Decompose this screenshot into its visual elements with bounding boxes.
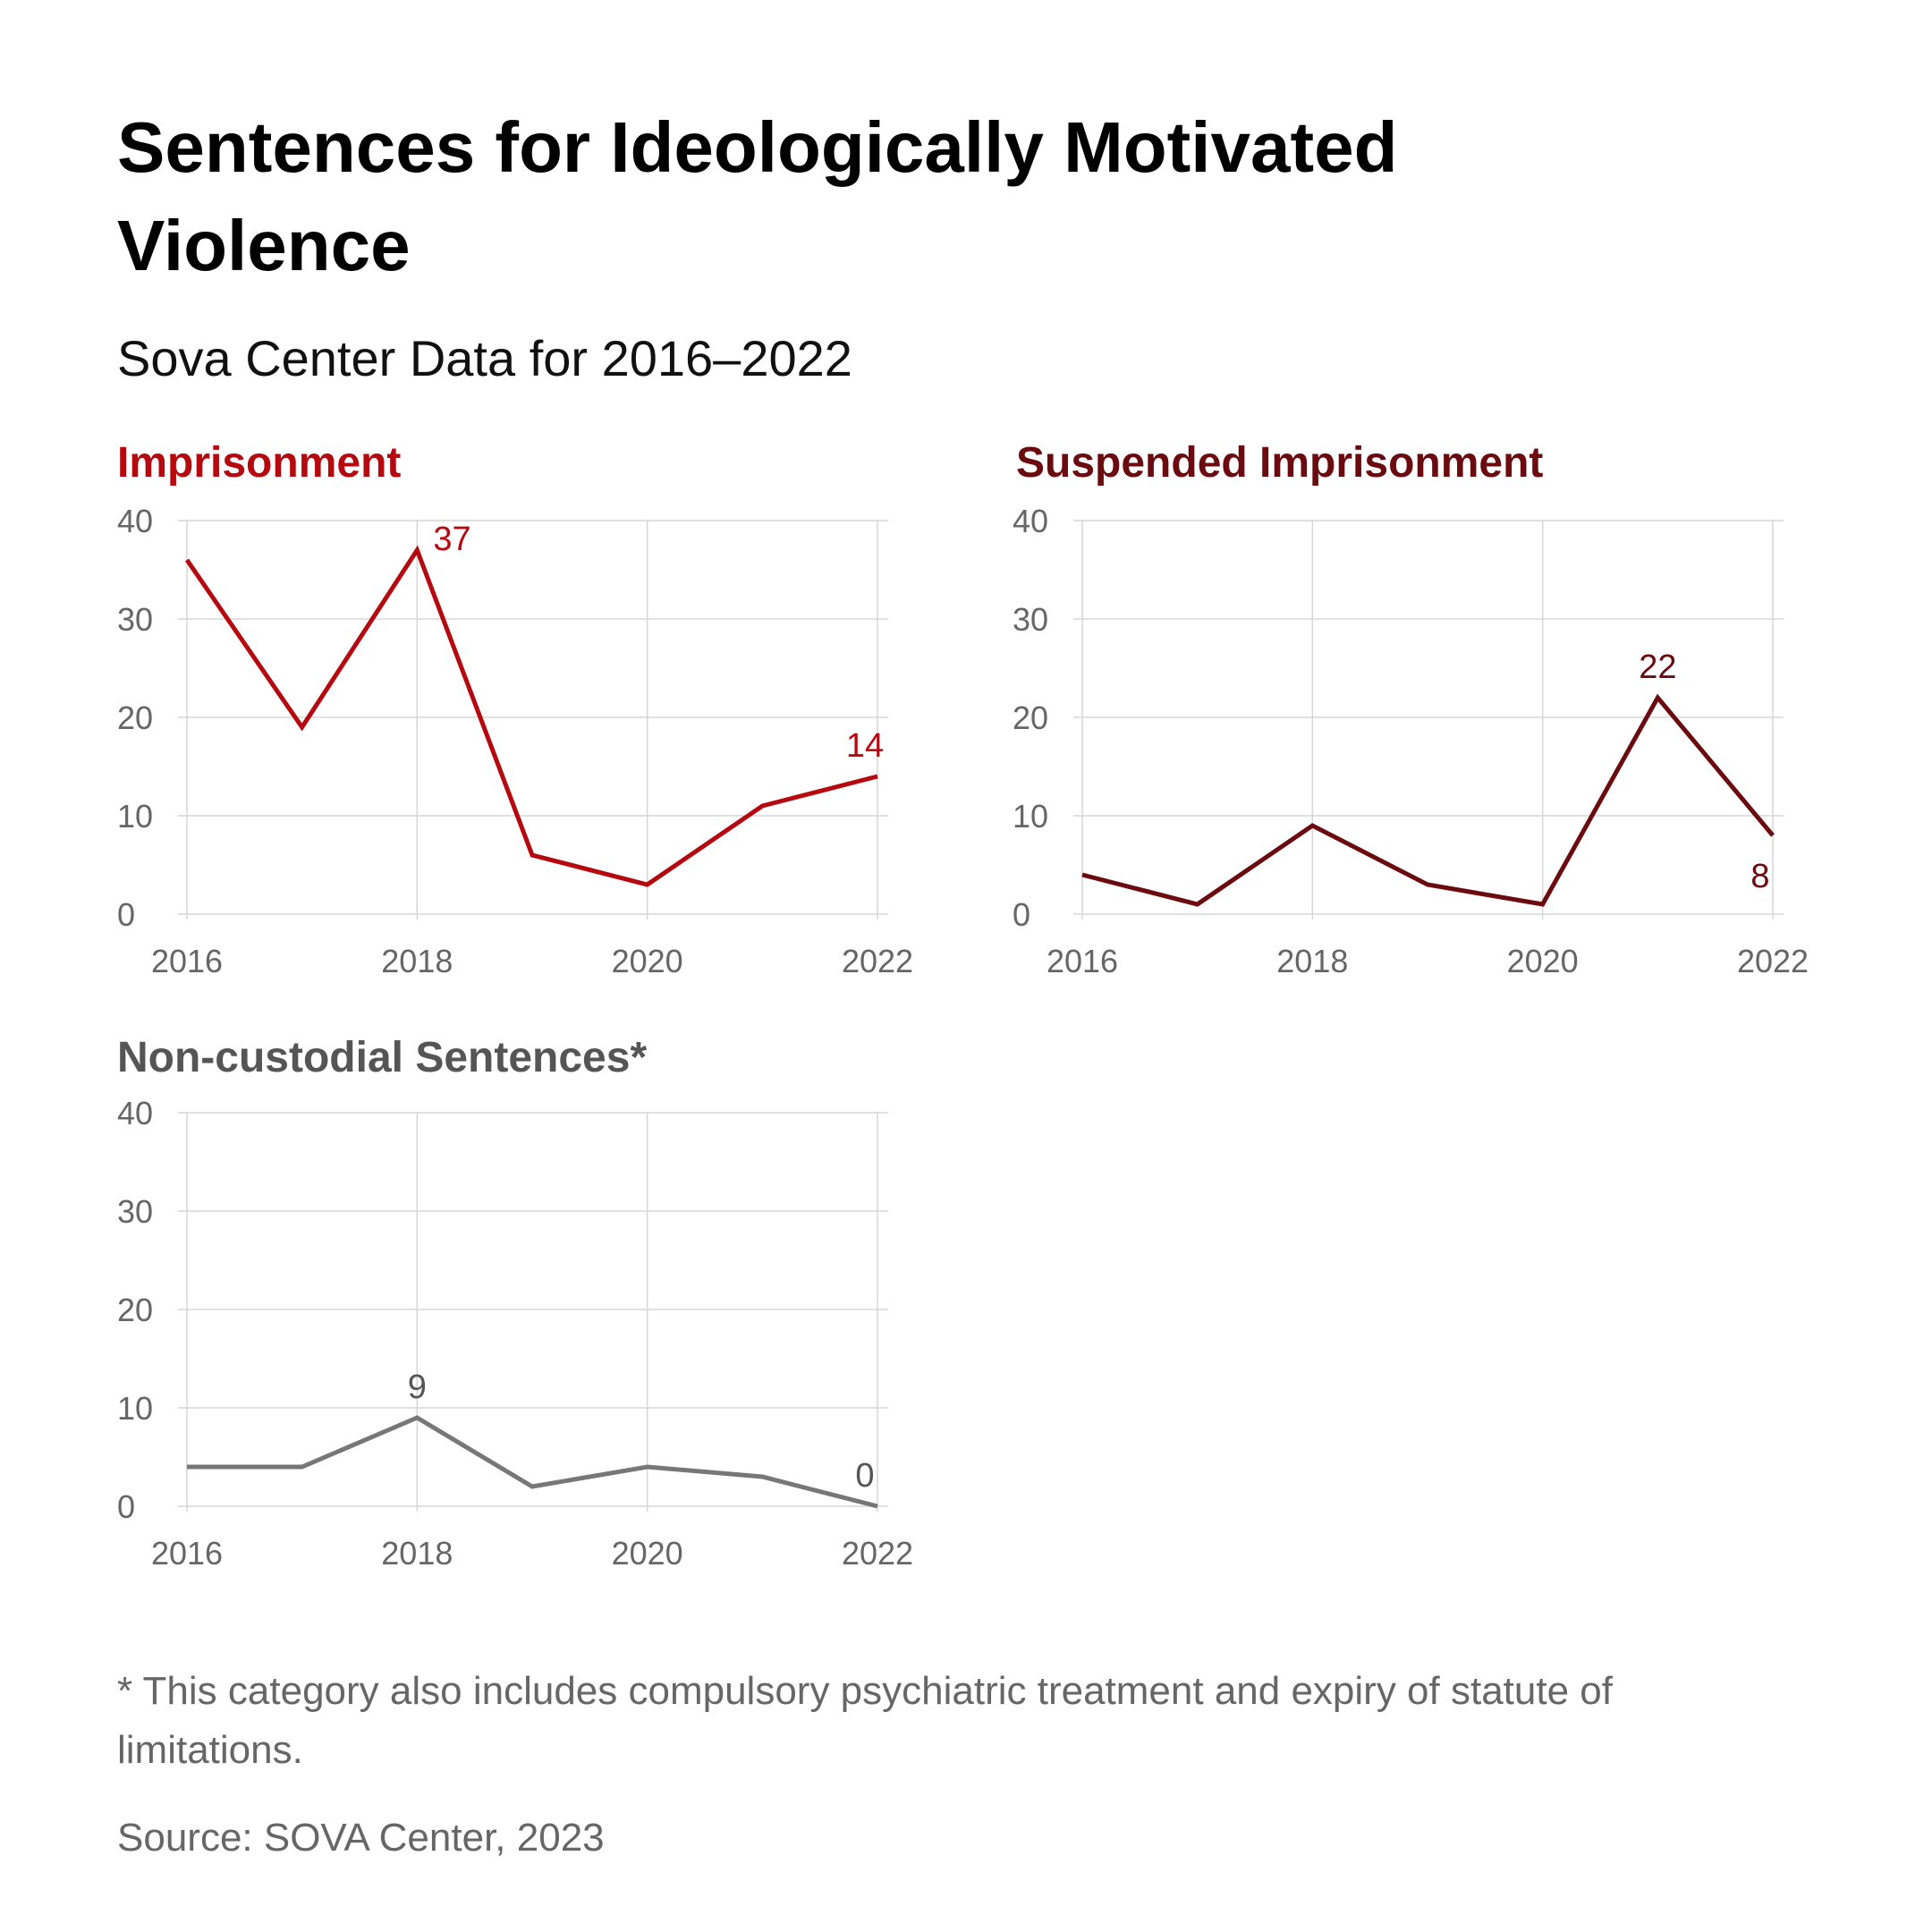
- x-tick-label: 2018: [1276, 943, 1348, 979]
- footnote: * This category also includes compulsory…: [117, 1669, 1613, 1772]
- y-tick-label: 10: [117, 798, 153, 835]
- y-tick-label: 10: [1013, 798, 1048, 835]
- y-tick-label: 40: [1013, 503, 1048, 539]
- x-tick-label: 2016: [151, 943, 223, 979]
- y-tick-label: 40: [117, 1095, 153, 1131]
- x-tick-label: 2020: [612, 943, 683, 979]
- y-tick-label: 30: [117, 601, 153, 638]
- chart-title: Sentences for Ideologically Motivated Vi…: [117, 107, 1398, 285]
- y-tick-label: 20: [117, 1292, 153, 1328]
- x-tick-label: 2020: [1507, 943, 1579, 979]
- y-tick-label: 10: [117, 1390, 153, 1427]
- chart-panel-2: 0 10 20 30 40 2016 2018 2020 2022 9 0: [117, 1095, 913, 1572]
- data-label: 14: [846, 727, 884, 765]
- data-label: 8: [1750, 858, 1769, 895]
- source-note: Source: SOVA Center, 2023: [117, 1816, 605, 1860]
- y-tick-label: 0: [117, 896, 135, 933]
- x-tick-label: 2022: [842, 1535, 913, 1572]
- panel-title-suspended-imprisonment: Suspended Imprisonment: [1016, 439, 1544, 487]
- y-tick-label: 30: [1013, 601, 1048, 638]
- data-label: 37: [433, 521, 470, 558]
- y-tick-label: 0: [117, 1488, 135, 1525]
- series-line: [184, 545, 878, 887]
- panel-title-imprisonment: Imprisonment: [117, 439, 402, 487]
- y-tick-label: 20: [117, 699, 153, 736]
- x-tick-label: 2022: [1737, 943, 1809, 979]
- chart-panel-0: 0 10 20 30 40 2016 2018 2020 2022 37 14: [117, 503, 913, 979]
- y-tick-label: 40: [117, 503, 153, 539]
- data-label: 22: [1639, 648, 1676, 686]
- x-tick-label: 2016: [1046, 943, 1118, 979]
- y-tick-label: 30: [117, 1193, 153, 1230]
- y-tick-label: 0: [1013, 896, 1030, 933]
- y-tick-label: 20: [1013, 699, 1048, 736]
- data-label: 9: [408, 1368, 427, 1406]
- chart-subtitle: Sova Center Data for 2016–2022: [117, 330, 852, 386]
- x-tick-label: 2020: [612, 1535, 683, 1572]
- data-label: 0: [855, 1457, 874, 1495]
- x-tick-label: 2018: [381, 1535, 453, 1572]
- x-tick-label: 2018: [381, 943, 453, 979]
- x-tick-label: 2016: [151, 1535, 223, 1572]
- chart-panel-1: 0 10 20 30 40 2016 2018 2020 2022 22 8: [1013, 503, 1809, 979]
- panel-title-non-custodial-sentences: Non-custodial Sentences*: [117, 1034, 648, 1081]
- series-line: [1081, 693, 1775, 907]
- series-line: [187, 1415, 878, 1509]
- x-tick-label: 2022: [842, 943, 913, 979]
